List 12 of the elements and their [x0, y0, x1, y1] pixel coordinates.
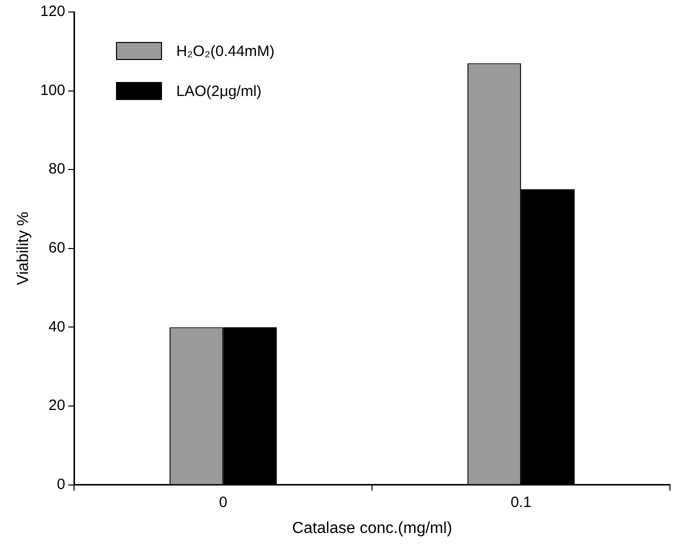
x-tick-label: 0.1 — [510, 494, 532, 511]
legend-label: H₂O₂(0.44mM) — [176, 42, 275, 60]
y-tick-label: 120 — [40, 3, 66, 20]
y-tick-label: 100 — [40, 82, 66, 99]
y-tick-label: 0 — [56, 476, 66, 493]
x-axis-title: Catalase conc.(mg/ml) — [292, 520, 452, 537]
y-tick-label: 60 — [48, 240, 66, 257]
legend-label: LAO(2μg/ml) — [176, 82, 262, 100]
y-tick-label: 20 — [48, 397, 66, 414]
y-tick-label: 40 — [48, 318, 66, 336]
y-tick-label: 80 — [48, 160, 66, 178]
y-axis-title: Viability % — [15, 212, 32, 286]
